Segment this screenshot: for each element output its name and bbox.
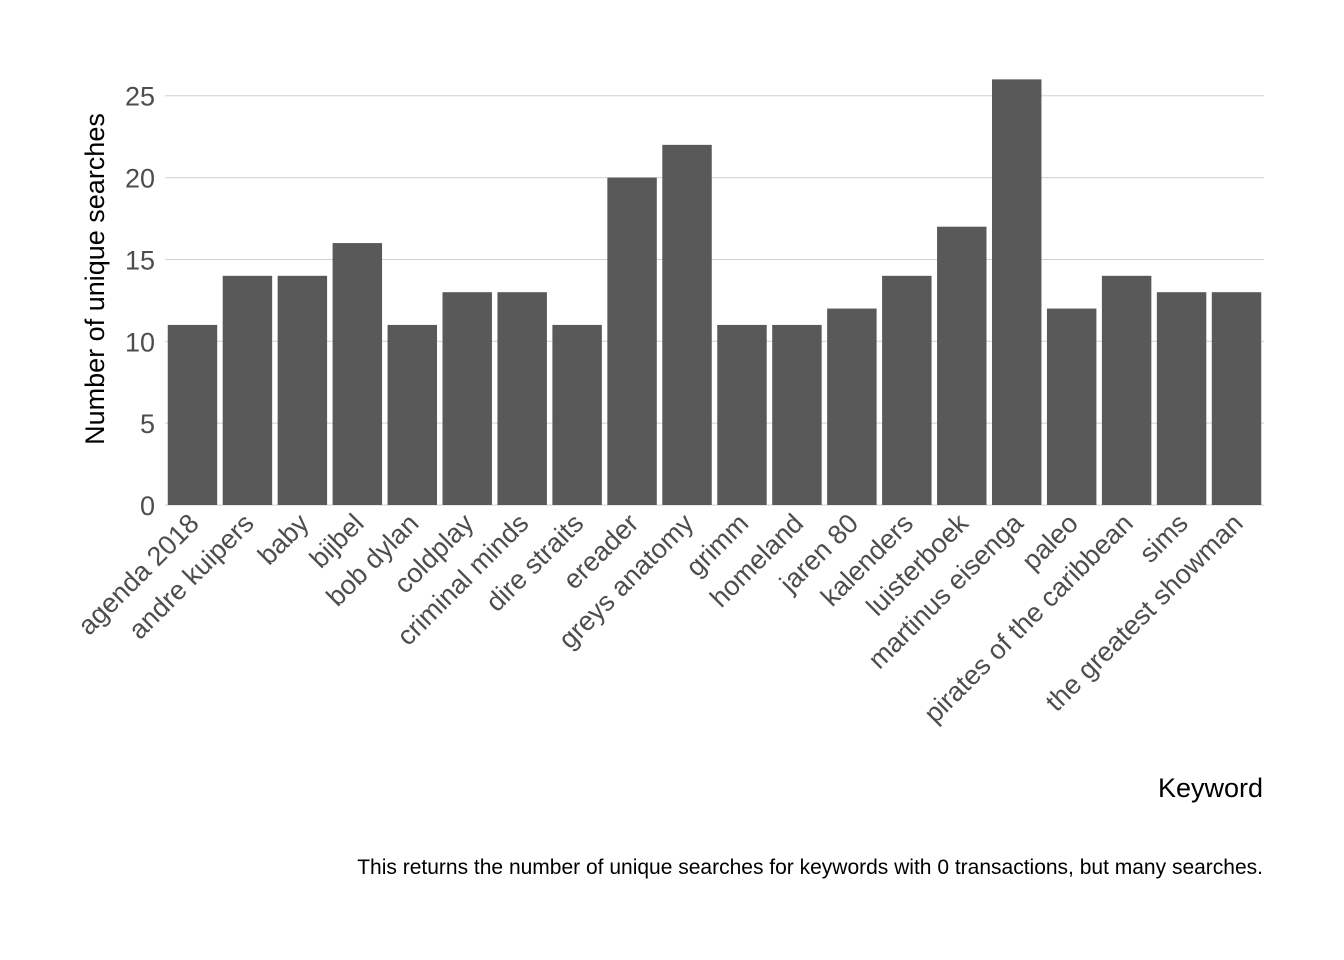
bar-andre-kuipers bbox=[222, 275, 273, 505]
y-tick-label: 10 bbox=[125, 327, 155, 357]
bar-luisterboek bbox=[937, 226, 987, 505]
bar-coldplay bbox=[442, 292, 492, 505]
bar-baby bbox=[277, 275, 328, 505]
bar-bob-dylan bbox=[387, 324, 438, 505]
bar-kalenders bbox=[882, 275, 932, 505]
x-axis-title: Keyword bbox=[1158, 773, 1263, 803]
bar-pirates-of-the-caribbean bbox=[1101, 275, 1152, 505]
bar-criminal-minds bbox=[497, 292, 547, 505]
y-tick-label: 20 bbox=[125, 164, 155, 194]
bar-greys-anatomy bbox=[662, 144, 712, 505]
y-axis-title: Number of unique searches bbox=[80, 113, 110, 445]
y-tick-label: 5 bbox=[140, 409, 155, 439]
bar-ereader bbox=[607, 177, 657, 505]
x-tick-label: baby bbox=[252, 508, 315, 571]
bar-grimm bbox=[717, 324, 767, 505]
bar-the-greatest-showman bbox=[1211, 292, 1262, 505]
bar-sims bbox=[1156, 292, 1207, 505]
chart-caption: This returns the number of unique search… bbox=[357, 856, 1263, 879]
y-tick-label: 0 bbox=[140, 491, 155, 521]
bar-dire-straits bbox=[552, 324, 602, 505]
bar-paleo bbox=[1046, 308, 1097, 505]
y-tick-label: 15 bbox=[125, 245, 155, 275]
bar-agenda-2018 bbox=[167, 324, 218, 505]
gridlines bbox=[165, 95, 1264, 506]
bar-martinus-eisenga bbox=[991, 79, 1042, 506]
bar-bijbel bbox=[332, 243, 383, 505]
bar-homeland bbox=[772, 324, 822, 505]
y-tick-label: 25 bbox=[125, 82, 155, 112]
bars bbox=[167, 79, 1262, 506]
bar-jaren-80 bbox=[827, 308, 877, 505]
y-tick-labels: 0 5 10 15 20 25 bbox=[125, 82, 155, 521]
